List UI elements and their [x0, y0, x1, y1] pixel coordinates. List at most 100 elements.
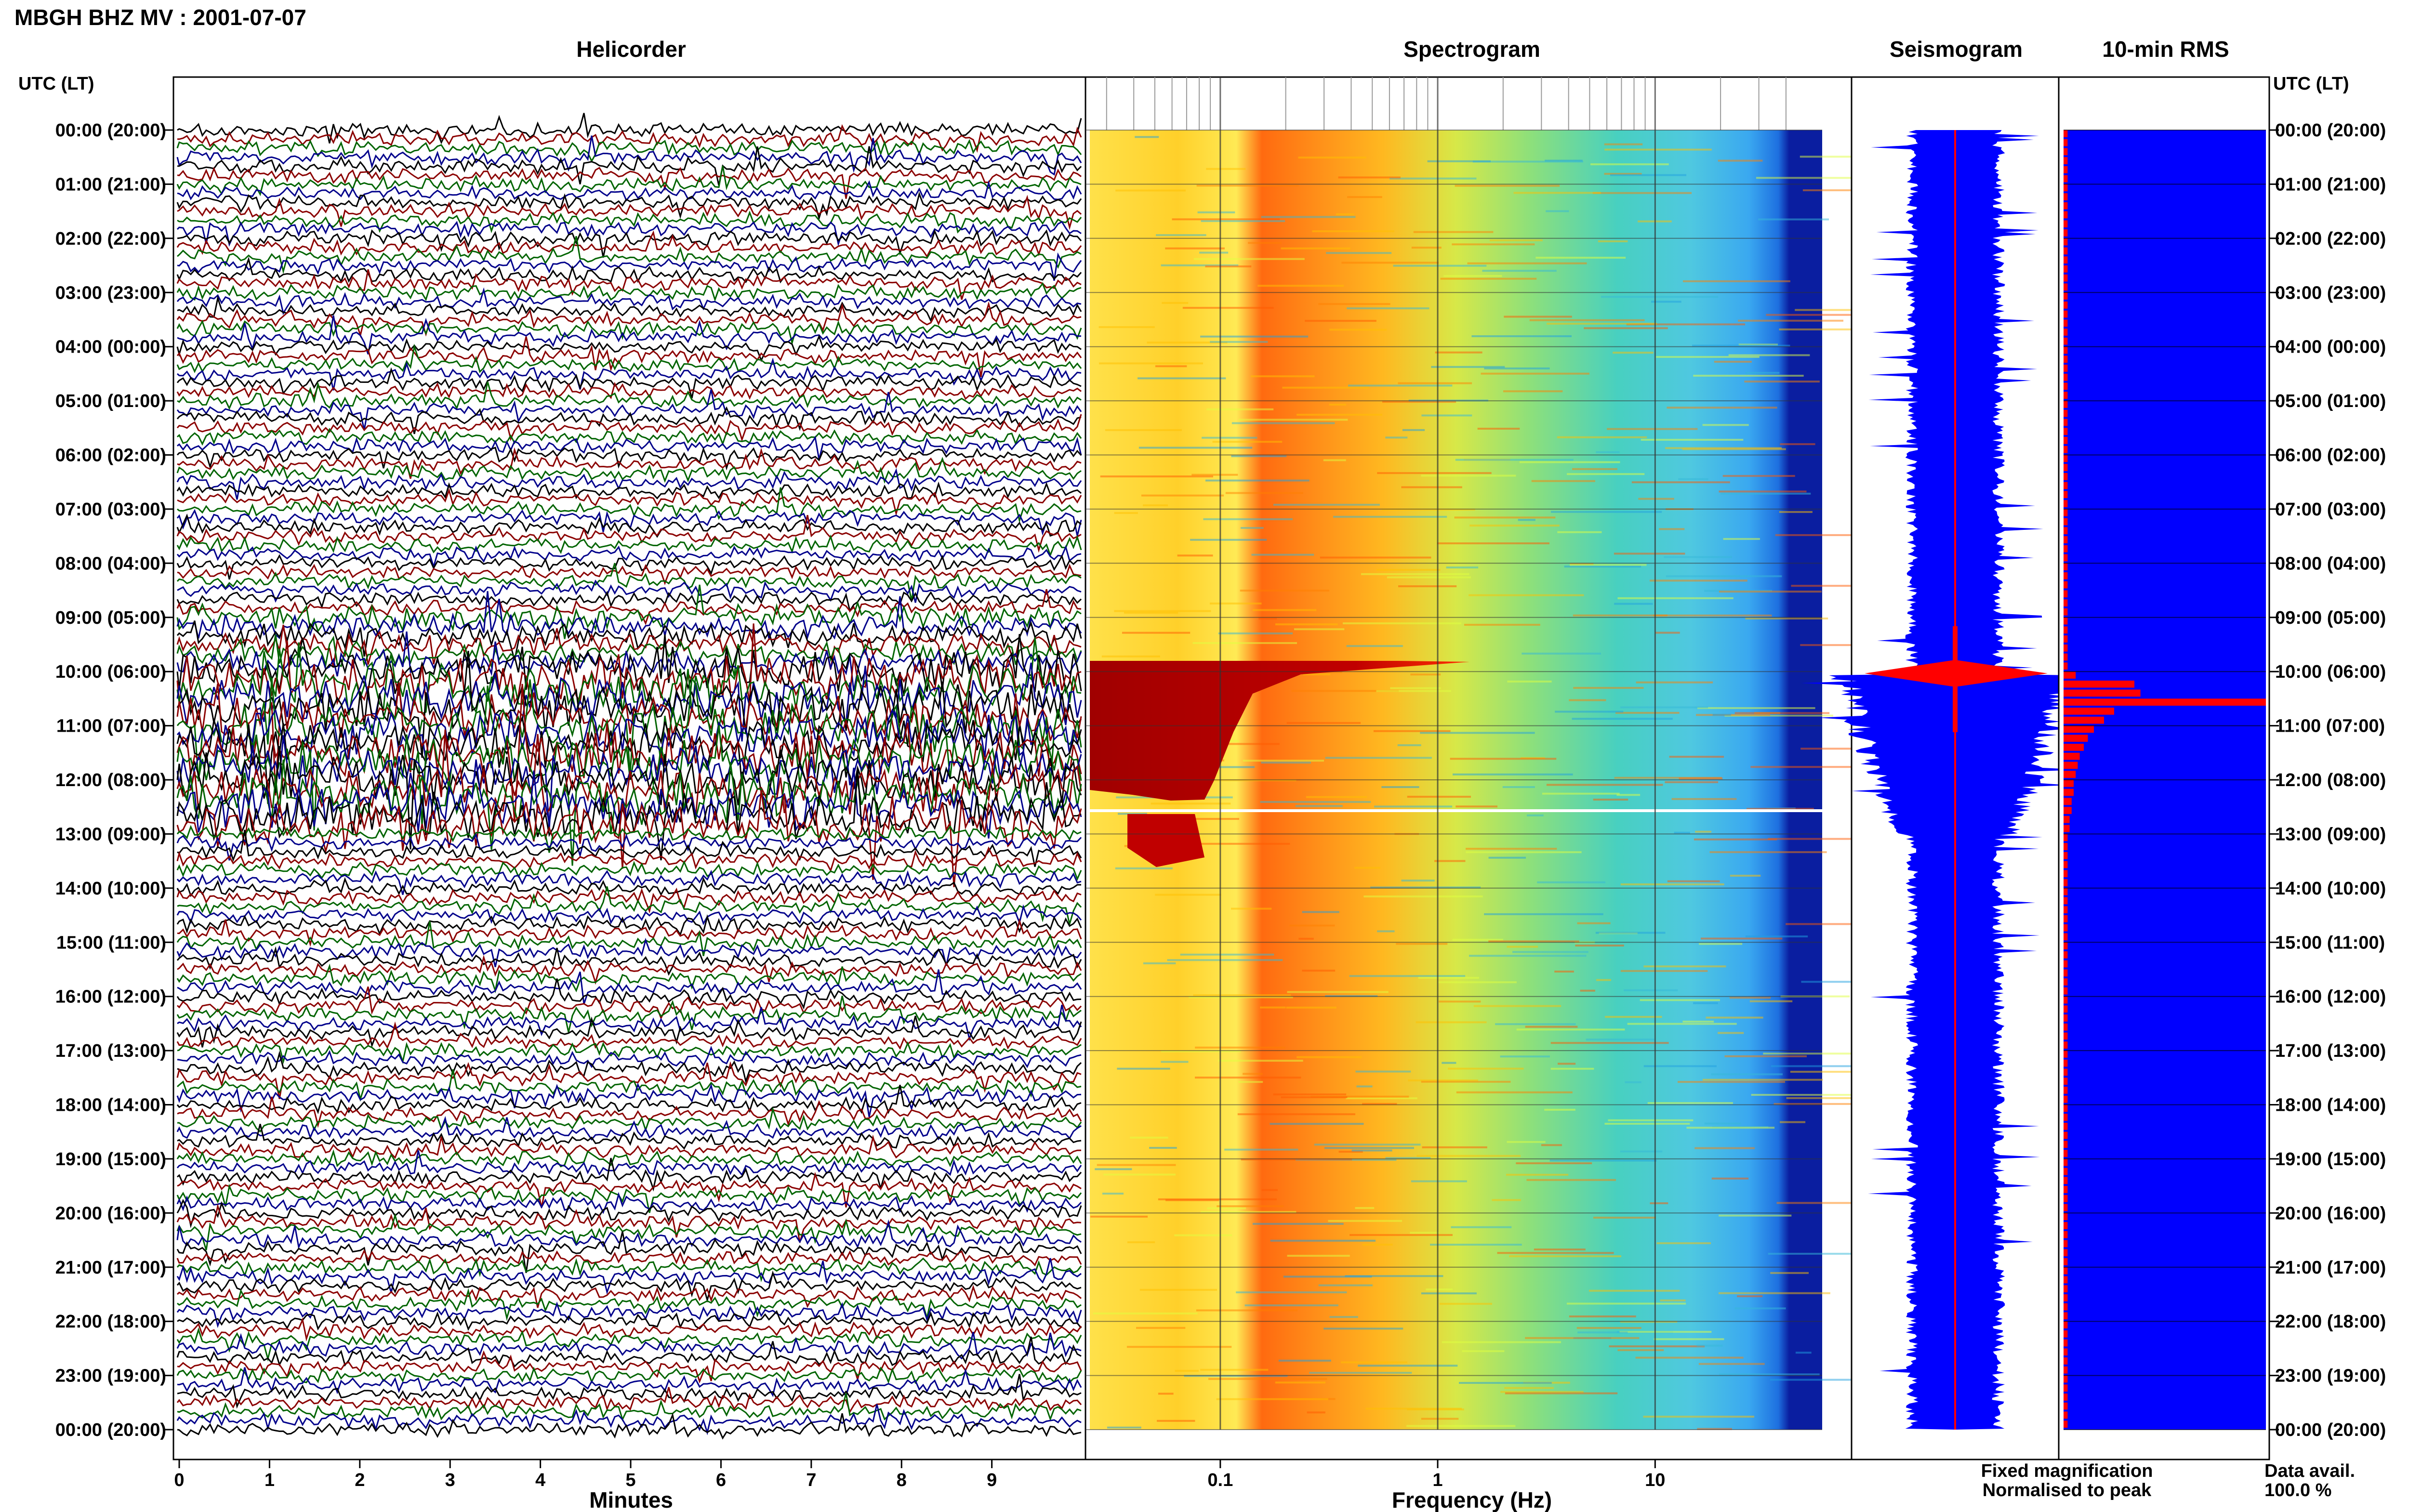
spectrogram-streak — [1420, 732, 1535, 734]
spectrogram-streak — [1374, 805, 1453, 808]
spectrogram-streak — [1138, 447, 1253, 449]
spectrogram-streak — [1482, 270, 1557, 272]
helicorder-trace — [176, 381, 1082, 400]
spectrogram-streak — [1192, 642, 1297, 644]
rms-normalised-bar — [2064, 780, 2074, 787]
spectrogram-streak — [1410, 1232, 1439, 1234]
spectrogram-streak — [1329, 1316, 1358, 1318]
spectrogram-streak — [1287, 991, 1389, 993]
helicorder-trace — [176, 1258, 1082, 1295]
spectrogram-streak — [1205, 479, 1310, 482]
rms-normalised-bar — [2064, 1285, 2068, 1292]
spectrogram-streak — [1381, 786, 1419, 788]
minute-tick-label: 1 — [265, 1470, 275, 1490]
time-label-right: 15:00 (11:00) — [2275, 933, 2385, 953]
helicorder-trace — [176, 833, 1082, 861]
spectrogram-streak — [1604, 1123, 1690, 1125]
rms-normalised-bar — [2064, 1078, 2068, 1085]
spectrogram-streak — [1775, 534, 1886, 536]
spectrogram-streak — [1333, 515, 1447, 518]
minute-tick-label: 3 — [445, 1470, 455, 1490]
time-label-left: 03:00 (23:00) — [55, 283, 166, 303]
time-label-right: 17:00 (13:00) — [2275, 1041, 2386, 1061]
spectrogram-streak — [1244, 1304, 1338, 1306]
rms-normalised-bar — [2064, 365, 2068, 372]
helicorder-trace — [176, 1134, 1082, 1159]
spectrogram-streak — [1205, 265, 1252, 268]
rms-normalised-bar — [2064, 310, 2068, 318]
rms-title: 10-min RMS — [2102, 37, 2229, 62]
helicorder-trace — [176, 457, 1082, 484]
spectrogram-streak — [1421, 474, 1516, 477]
time-label-left: 00:00 (20:00) — [55, 1420, 166, 1440]
spectrogram-streak — [1342, 622, 1461, 625]
spectrogram-streak — [1519, 461, 1620, 463]
minute-tick-label: 9 — [987, 1470, 997, 1490]
spectrogram-streak — [1314, 1144, 1421, 1146]
helicorder-trace — [177, 435, 1082, 460]
spectrogram-streak — [1564, 565, 1641, 568]
helicorder-trace — [177, 146, 1082, 186]
helicorder-trace — [177, 1412, 1082, 1440]
spectrogram-streak — [1295, 805, 1343, 807]
spectrogram-streak — [1704, 1122, 1741, 1125]
helicorder-trace — [177, 969, 1082, 1004]
rms-normalised-bar — [2064, 274, 2068, 282]
seismogram-panel — [1801, 76, 2082, 1460]
helicorder-trace — [176, 1183, 1082, 1213]
minutes-axis-label: Minutes — [589, 1487, 673, 1512]
spectrogram-streak — [1361, 573, 1469, 575]
helicorder-trace — [176, 1213, 1082, 1250]
spectrogram-streak — [1248, 242, 1282, 244]
spectrogram-streak — [1619, 1331, 1712, 1333]
spectrogram-streak — [1390, 687, 1441, 689]
spectrogram-streak — [1362, 1103, 1397, 1105]
spectrogram-streak — [1758, 218, 1829, 221]
spectrogram-streak — [1114, 512, 1138, 514]
spectrogram-streak — [1598, 240, 1628, 242]
rms-normalised-bar — [2064, 572, 2068, 579]
spectrogram-streak — [1505, 1392, 1618, 1394]
spectrogram-streak — [1440, 277, 1537, 280]
spectrogram-streak — [1763, 1052, 1862, 1055]
left-axis-header: UTC (LT) — [18, 74, 94, 94]
spectrogram-streak — [1766, 314, 1856, 316]
rms-normalised-bar — [2064, 744, 2084, 751]
spectrogram-streak — [1471, 335, 1572, 337]
spectrogram-streak — [1243, 760, 1324, 762]
spectrogram-streak — [1643, 1416, 1754, 1418]
spectrogram-streak — [1212, 441, 1283, 443]
time-label-right: 08:00 (04:00) — [2275, 553, 2386, 574]
helicorder-trace — [177, 180, 1082, 202]
spectrogram-streak — [1503, 390, 1563, 393]
spectrogram-streak — [1180, 953, 1274, 956]
spectrogram-streak — [1346, 1097, 1417, 1100]
helicorder-trace — [177, 487, 1082, 524]
helicorder-trace — [176, 1285, 1082, 1308]
helicorder-trace — [177, 1171, 1082, 1208]
spectrogram-streak — [1114, 610, 1211, 612]
spectrogram-streak — [1507, 680, 1552, 683]
spectrogram-streak — [1711, 1177, 1749, 1180]
helicorder-trace — [177, 252, 1082, 281]
spectrogram-streak — [1225, 492, 1303, 494]
spectrogram-streak — [1408, 1079, 1478, 1081]
spectrogram-event — [1090, 661, 1469, 801]
spectrogram-streak — [1776, 1202, 1856, 1204]
rms-normalised-bar — [2064, 392, 2068, 399]
spectrogram-streak — [1206, 408, 1274, 410]
spectrogram-streak — [1341, 1361, 1407, 1364]
spectrogram-streak — [1309, 1372, 1412, 1374]
spectrogram-streak — [1402, 429, 1425, 431]
spectrogram-streak — [1455, 459, 1574, 461]
spectrogram-streak — [1370, 886, 1481, 889]
spectrogram-streak — [1614, 603, 1653, 605]
rms-normalised-bar — [2064, 951, 2068, 959]
spectrogram-streak — [1260, 801, 1371, 803]
spectrogram-streak — [1604, 148, 1712, 151]
spectrogram-streak — [1779, 511, 1813, 513]
helicorder-trace — [176, 1302, 1082, 1328]
rms-normalised-bar — [2064, 265, 2068, 273]
spectrogram-streak — [1625, 1081, 1641, 1083]
helicorder-trace — [177, 167, 1082, 199]
